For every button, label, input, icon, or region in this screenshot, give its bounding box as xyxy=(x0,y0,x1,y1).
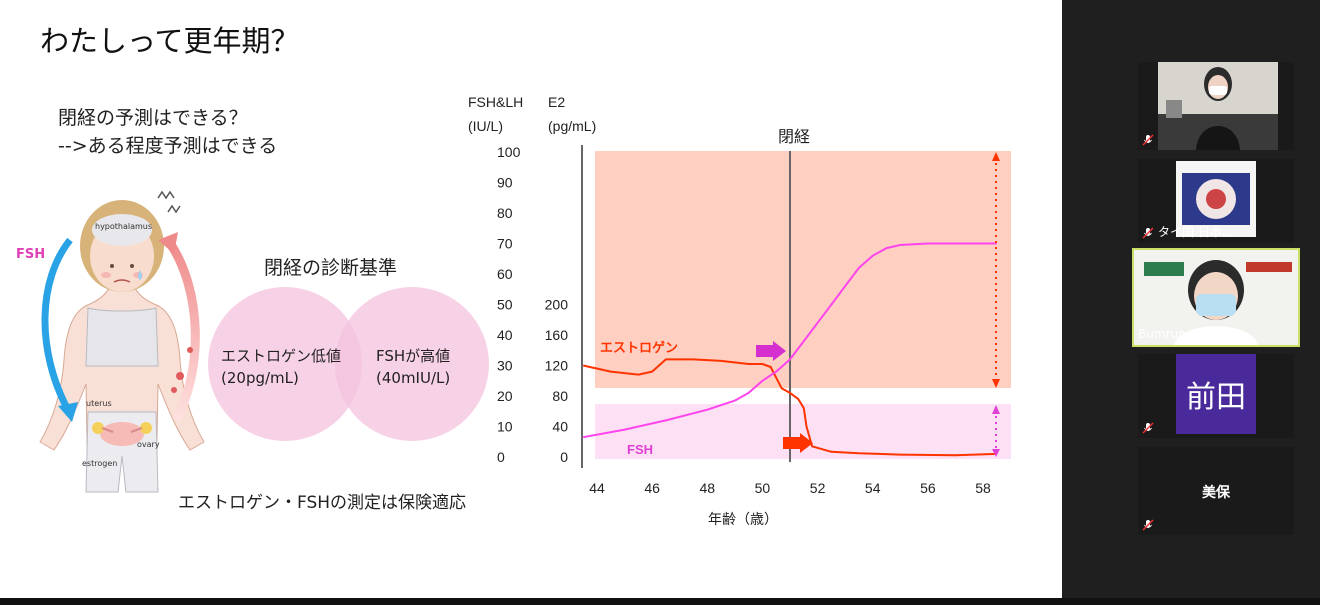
participants-panel: タイ国 日本... Bumrungrad病... 前田 美保 xyxy=(1062,0,1320,598)
participant-tile[interactable] xyxy=(1136,60,1296,152)
fsh-axis-label-1: FSH&LH xyxy=(468,94,523,110)
slide-title: わたしって更年期？ xyxy=(40,24,300,58)
x-axis-label: 年齢（歳） xyxy=(708,512,778,528)
bottom-bar xyxy=(0,598,1320,605)
x-axis-tick: 50 xyxy=(755,480,771,496)
x-axis-tick: 58 xyxy=(975,480,991,496)
fsh-cross-arrow xyxy=(756,341,786,361)
participant-video xyxy=(1158,62,1278,150)
fsh-curve xyxy=(583,242,997,439)
prediction-answer: -->ある程度予測はできる xyxy=(58,135,278,157)
participant-avatar: 前田 xyxy=(1176,354,1256,434)
estrogen-label: estrogen xyxy=(82,459,118,468)
hypothalamus-label: hypothalamus xyxy=(95,222,153,231)
fsh-axis-tick: 0 xyxy=(497,449,505,465)
venn-estrogen-value: (20pg/mL) xyxy=(221,369,299,387)
uterus-label: uterus xyxy=(86,399,112,408)
x-axis-tick: 44 xyxy=(589,480,605,496)
e2-axis-tick: 160 xyxy=(545,327,569,343)
fsh-series-label: FSH xyxy=(627,442,653,457)
fsh-axis-tick: 80 xyxy=(497,205,513,221)
participant-name: タイ国 日本... xyxy=(1158,225,1234,239)
fsh-axis-label-2: (IU/L) xyxy=(468,118,503,134)
participant-logo-image xyxy=(1176,161,1256,237)
estrogen-band xyxy=(595,151,1011,388)
venn-fsh-high: FSHが高値 xyxy=(376,347,451,365)
fsh-axis-tick: 90 xyxy=(497,175,513,191)
participant-name: Bumrungrad病... xyxy=(1138,327,1237,341)
top-garment xyxy=(85,307,159,367)
e2-axis-tick: 120 xyxy=(545,358,569,374)
estrogen-drop-arrow xyxy=(783,433,813,453)
x-axis-tick: 56 xyxy=(920,480,936,496)
participant-tile[interactable]: タイ国 日本... xyxy=(1136,157,1296,245)
e2-axis-label-2: (pg/mL) xyxy=(548,118,596,134)
fsh-axis-tick: 70 xyxy=(497,236,513,252)
estrogen-series-label: エストロゲン xyxy=(600,340,678,356)
diagnosis-venn-diagram xyxy=(208,287,489,441)
venn-estrogen-low: エストロゲン低値 xyxy=(221,347,342,365)
estrogen-circle xyxy=(208,287,362,441)
fsh-circle xyxy=(335,287,489,441)
hormone-body-illustration xyxy=(39,190,205,493)
x-axis-tick: 54 xyxy=(865,480,881,496)
venn-fsh-value: (40mIU/L) xyxy=(376,369,451,387)
muted-mic-icon xyxy=(1142,134,1154,146)
e2-axis-tick: 80 xyxy=(552,388,568,404)
fsh-band xyxy=(595,404,1011,459)
x-axis-tick: 52 xyxy=(810,480,826,496)
e2-axis-label-1: E2 xyxy=(548,94,565,110)
muted-mic-icon xyxy=(1142,519,1154,531)
fsh-axis-tick: 30 xyxy=(497,358,513,374)
ovary-label: ovary xyxy=(137,440,160,449)
e2-axis-tick: 40 xyxy=(552,419,568,435)
fsh-axis-tick: 20 xyxy=(497,388,513,404)
x-axis-tick: 48 xyxy=(699,480,715,496)
participant-tile-active[interactable]: Bumrungrad病... xyxy=(1132,248,1300,347)
participant-video xyxy=(1134,250,1298,345)
muted-mic-icon xyxy=(1142,227,1154,239)
muted-mic-icon xyxy=(1142,422,1154,434)
e2-axis-tick: 200 xyxy=(545,297,569,313)
x-axis-tick: 46 xyxy=(644,480,660,496)
fsh-axis-tick: 60 xyxy=(497,266,513,282)
fsh-illustration-label: FSH xyxy=(16,247,46,262)
diagnosis-criteria-title: 閉経の診断基準 xyxy=(264,257,398,279)
participant-tile[interactable]: 美保 xyxy=(1136,445,1296,537)
fsh-axis-tick: 10 xyxy=(497,419,513,435)
fsh-axis-tick: 40 xyxy=(497,327,513,343)
menopause-label: 閉経 xyxy=(778,127,810,146)
insurance-note: エストロゲン・FSHの測定は保険適応 xyxy=(178,493,467,513)
participant-tile[interactable]: 前田 xyxy=(1136,352,1296,440)
prediction-question: 閉経の予測はできる？ xyxy=(58,107,248,129)
fsh-axis-tick: 50 xyxy=(497,297,513,313)
e2-axis-tick: 0 xyxy=(560,449,568,465)
participant-initials: 前田 xyxy=(1186,380,1246,415)
estrogen-curve xyxy=(582,358,997,457)
fsh-axis-tick: 100 xyxy=(497,144,521,160)
shared-slide: わたしって更年期？ 閉経の予測はできる？ -->ある程度予測はできる xyxy=(0,0,1062,598)
participant-display-name: 美保 xyxy=(1202,485,1230,501)
